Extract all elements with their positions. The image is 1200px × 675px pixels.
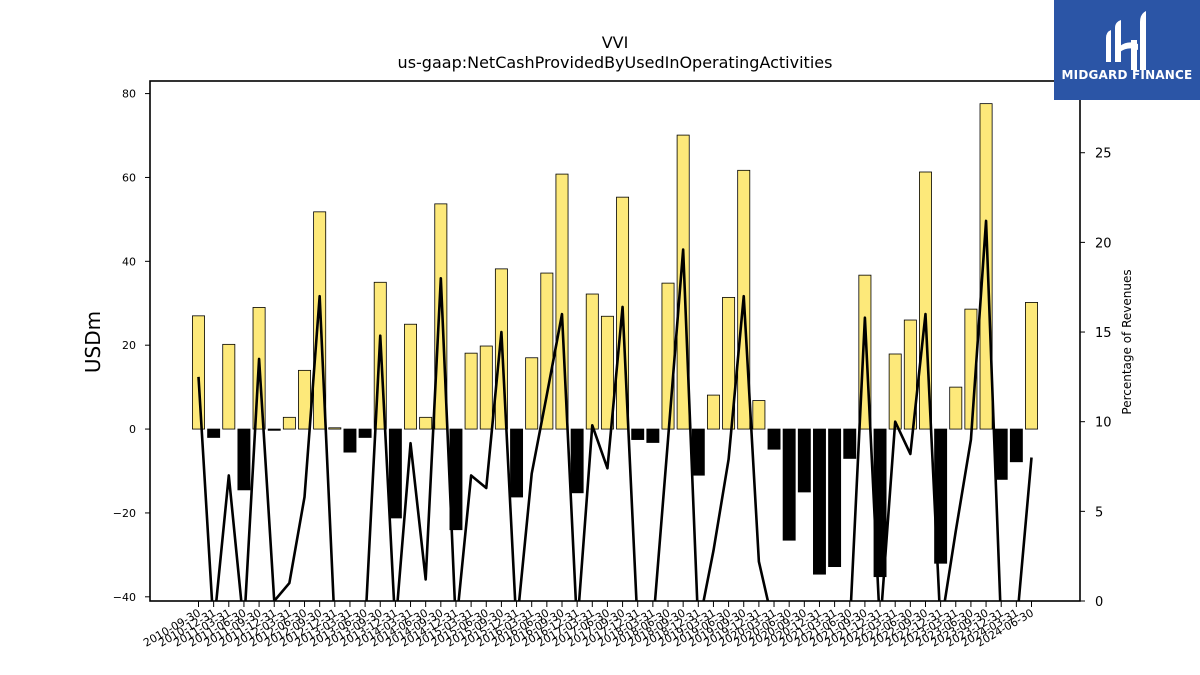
- bar: [752, 400, 766, 430]
- bar: [813, 428, 826, 575]
- bar: [192, 315, 205, 430]
- bar: [1009, 428, 1023, 463]
- bar: [888, 353, 902, 430]
- bar: [706, 394, 720, 430]
- percentage-line: [197, 219, 1033, 601]
- bar: [388, 428, 402, 519]
- bar: [267, 428, 281, 431]
- bar: [1025, 302, 1038, 430]
- y2-tick-label: 20: [1095, 236, 1112, 251]
- bar: [570, 428, 584, 494]
- bar: [600, 315, 614, 430]
- y-tick-label: 40: [122, 255, 136, 268]
- y2-tick-label: 10: [1095, 416, 1112, 431]
- bar: [631, 428, 645, 440]
- bar: [525, 357, 539, 430]
- y2-tick-label: 25: [1095, 147, 1112, 162]
- bar: [222, 343, 236, 430]
- bar: [207, 428, 221, 438]
- bar: [828, 428, 842, 568]
- y2-axis: 0 5 10 15 20 25: [1080, 147, 1112, 610]
- bar: [782, 428, 796, 541]
- y2-tick-label: 15: [1095, 326, 1112, 341]
- logo-text: MIDGARD FINANCE: [1061, 68, 1193, 82]
- bar: [540, 272, 554, 430]
- bar: [843, 428, 857, 459]
- chart-title: VVI: [602, 33, 629, 52]
- bar: [646, 428, 660, 443]
- bar: [979, 103, 993, 430]
- bar: [797, 428, 811, 493]
- bar: [282, 416, 296, 430]
- midgard-logo-icon: [1106, 11, 1146, 70]
- bar: [479, 345, 493, 430]
- bar: [903, 319, 917, 430]
- bar: [994, 428, 1008, 480]
- brand-logo: MIDGARD FINANCE: [1054, 0, 1200, 100]
- bar: [298, 369, 311, 430]
- y-tick-label: 20: [122, 339, 136, 352]
- y-axis-label: USDm: [81, 311, 105, 373]
- bar: [722, 296, 736, 430]
- y-tick-label: −20: [113, 507, 136, 520]
- y2-axis-label: Percentage of Revenues: [1120, 269, 1134, 414]
- bar: [661, 282, 675, 430]
- bar: [767, 428, 781, 450]
- y2-tick-label: 5: [1095, 505, 1103, 520]
- y-tick-label: 0: [129, 423, 136, 436]
- bar: [358, 428, 372, 438]
- bar: [343, 428, 357, 453]
- y-tick-label: 60: [122, 171, 136, 184]
- x-axis: 2010-09-302010-12-312011-03-312011-06-30…: [141, 601, 1036, 650]
- y-axis: −40 −20 0 20 40 60 80: [113, 88, 150, 604]
- bar: [237, 428, 251, 491]
- y-tick-label: 80: [122, 88, 136, 101]
- chart-subtitle: us-gaap:NetCashProvidedByUsedInOperating…: [398, 53, 833, 72]
- bar: [419, 416, 433, 430]
- bar-series: [192, 103, 1038, 578]
- bar: [691, 428, 705, 476]
- bar: [949, 386, 963, 430]
- plot-frame: [149, 80, 1081, 602]
- bar: [585, 293, 599, 430]
- bar: [464, 352, 478, 430]
- y-tick-label: −40: [113, 591, 136, 604]
- y2-tick-label: 0: [1095, 595, 1103, 610]
- bar: [328, 427, 342, 430]
- line-series: [197, 219, 1033, 601]
- bar: [510, 428, 524, 498]
- bar: [404, 323, 418, 430]
